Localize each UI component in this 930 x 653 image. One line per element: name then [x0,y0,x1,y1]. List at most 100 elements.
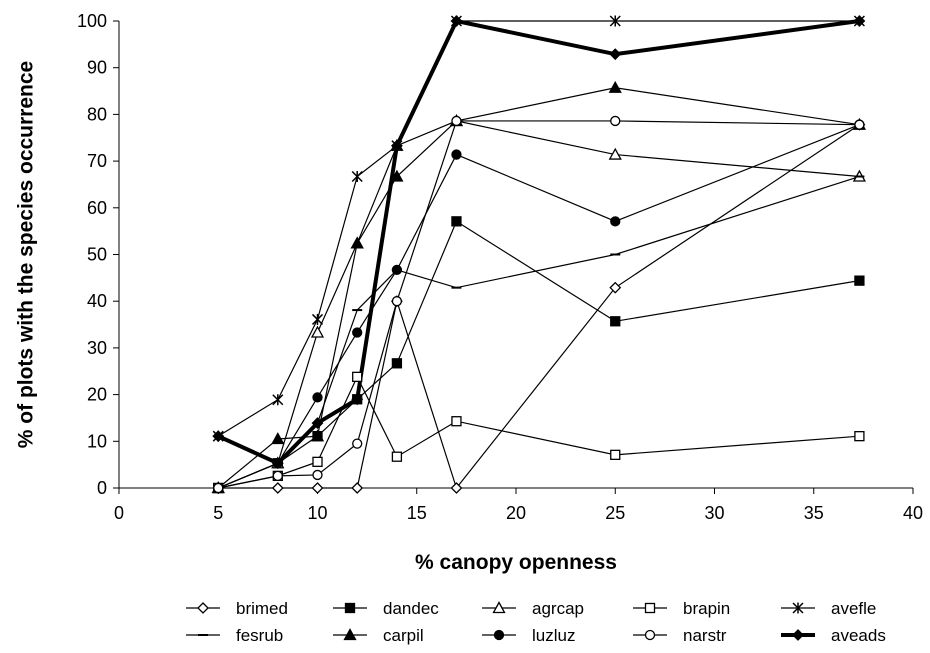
x-tick-label: 35 [804,503,824,523]
legend: brimed dandec agrcap brapin avefle fesrub carp… [186,599,886,645]
legend-item-aveads: aveads [781,626,886,645]
y-tick-label: 10 [87,431,107,451]
data-point-brapin [451,416,462,427]
x-tick-label: 20 [506,503,526,523]
data-point-narstr [451,115,462,127]
y-tick-label: 40 [87,291,107,311]
data-point-carpil [271,432,285,445]
legend-label: aveads [831,626,886,645]
series-line-brapin [218,375,860,489]
legend-marker-brimed [197,602,209,614]
legend-label: carpil [383,626,424,645]
x-axis-title: % canopy openness [415,551,617,574]
data-point-aveads [351,393,364,406]
legend-label: brapin [683,599,730,618]
legend-item-brimed: brimed [186,599,288,618]
data-point-luzluz [451,149,462,160]
y-tick-label: 80 [87,104,107,124]
data-point-avefle [609,15,621,27]
y-tick-label: 60 [87,198,107,218]
y-tick-label: 0 [97,478,107,498]
data-point-agrcap [310,325,325,338]
y-tick-label: 20 [87,385,107,405]
legend-item-carpil: carpil [333,626,424,645]
data-point-narstr [312,469,323,481]
data-point-aveads [609,48,622,61]
data-point-brimed [271,482,284,494]
data-point-dandec [451,216,462,227]
legend-item-fesrub: fesrub [186,626,283,645]
data-point-brapin [312,456,323,467]
data-point-luzluz [352,327,363,338]
x-tick-label: 5 [213,503,223,523]
series-line-avefle [217,20,860,437]
data-point-brapin [352,371,363,383]
legend-item-avefle: avefle [781,599,876,618]
data-point-aveads [390,139,403,152]
legend-label: narstr [683,626,727,645]
series-line-agrcap [218,120,860,489]
y-axis-title: % of plots with the species occurrence [15,61,38,448]
data-point-brimed [609,281,622,294]
data-point-aveads [450,15,463,27]
data-point-brimed [311,482,324,494]
legend-label: fesrub [236,626,283,645]
data-point-narstr [610,115,621,127]
legend-marker-avefle [792,602,804,614]
y-tick-label: 30 [87,338,107,358]
legend-marker-narstr [644,629,656,641]
data-point-dandec [610,316,621,327]
data-point-brimed [351,482,364,494]
legend-marker-aveads [792,629,804,641]
data-point-carpil [608,80,622,93]
legend-label: avefle [831,599,876,618]
series-line-carpil [217,87,860,489]
y-tick-label: 90 [87,58,107,78]
series-line-aveads [217,18,860,466]
data-point-luzluz [610,216,621,227]
legend-item-luzluz: luzluz [482,626,575,645]
data-point-aveads [212,430,225,443]
legend-item-narstr: narstr [633,626,727,645]
y-tick-label: 100 [77,11,107,31]
y-tick-label: 50 [87,245,107,265]
legend-item-brapin: brapin [633,599,730,618]
data-point-luzluz [312,392,323,403]
series-line-narstr [218,120,860,489]
data-point-brapin [610,449,621,460]
data-point-brapin [391,451,403,462]
data-point-narstr [352,438,363,449]
y-tick-label: 70 [87,151,107,171]
data-point-narstr [272,470,283,482]
data-point-aveads [311,417,324,430]
x-tick-label: 30 [704,503,724,523]
data-point-brimed [450,482,463,494]
legend-item-agrcap: agrcap [482,599,584,618]
legend-label: luzluz [532,626,575,645]
legend-label: dandec [383,599,439,618]
data-point-avefle [311,313,324,325]
data-point-carpil [390,169,404,182]
data-point-narstr [213,482,224,494]
legend-marker-luzluz [493,629,505,641]
x-tick-label: 40 [903,503,923,523]
data-point-dandec [854,275,865,286]
x-tick-label: 10 [307,503,327,523]
data-point-aveads [271,457,284,470]
legend-marker-agrcap [492,601,506,614]
legend-label: agrcap [532,599,584,618]
series-line-luzluz [218,124,860,489]
x-tick-label: 25 [605,503,625,523]
legend-item-dandec: dandec [333,599,439,618]
data-point-dandec [391,358,403,369]
legend-marker-dandec [344,602,356,614]
data-point-carpil [350,236,364,249]
legend-label: brimed [236,599,288,618]
data-point-narstr [854,119,865,130]
data-point-avefle [351,170,363,183]
data-point-brapin [854,431,865,442]
data-point-aveads [853,15,866,27]
data-point-narstr [391,296,403,307]
